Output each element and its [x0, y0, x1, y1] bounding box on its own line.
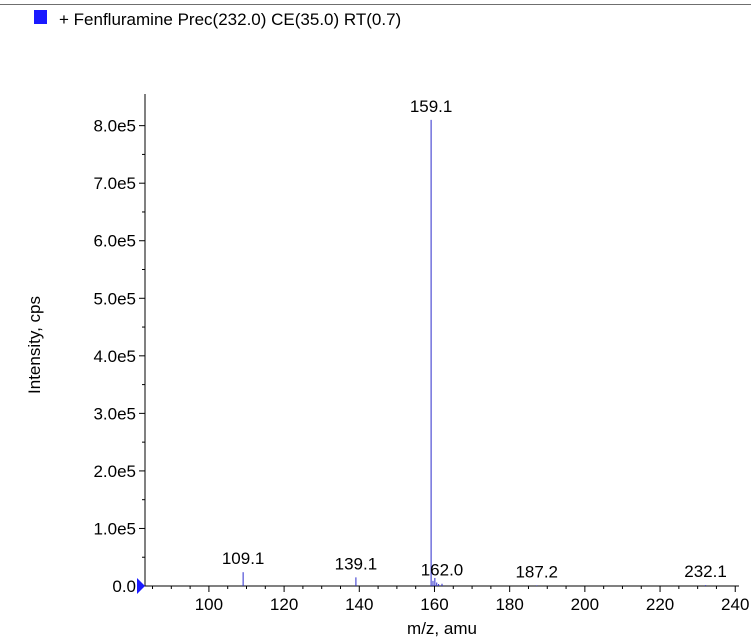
- y-tick-label: 8.0e5: [93, 117, 136, 136]
- x-tick-label: 140: [345, 595, 373, 614]
- y-tick-label: 2.0e5: [93, 462, 136, 481]
- y-tick-label: 1.0e5: [93, 519, 136, 538]
- top-divider: [0, 4, 751, 5]
- peak-label: 109.1: [222, 549, 265, 568]
- x-tick-label: 180: [495, 595, 523, 614]
- peak-label: 162.0: [421, 561, 464, 580]
- y-tick-label: 6.0e5: [93, 232, 136, 251]
- y-tick-label: 0.0: [112, 577, 136, 596]
- peaks: [242, 119, 707, 586]
- peak-labels: 109.1 139.1 159.1 162.0 187.2 232.1: [222, 97, 727, 581]
- peak-label: 139.1: [335, 554, 378, 573]
- peak-label: 232.1: [684, 562, 727, 581]
- x-tick-label: 200: [571, 595, 599, 614]
- y-tick-label: 5.0e5: [93, 289, 136, 308]
- x-tick-label: 120: [270, 595, 298, 614]
- legend-swatch: [34, 10, 47, 24]
- legend: + Fenfluramine Prec(232.0) CE(35.0) RT(0…: [34, 8, 401, 32]
- x-axis-title: m/z, amu: [407, 619, 477, 638]
- y-tick-label: 7.0e5: [93, 174, 136, 193]
- x-tick-label: 160: [420, 595, 448, 614]
- y-tick-label: 3.0e5: [93, 404, 136, 423]
- x-tick-label: 100: [195, 595, 223, 614]
- baseline-marker: [137, 578, 145, 594]
- x-tick-label: 220: [646, 595, 674, 614]
- peak-label: 187.2: [515, 562, 558, 581]
- peak-label: 159.1: [410, 97, 453, 116]
- axes: 0.0 1.0e5 2.0e5 3.0e5 4.0e5 5.0e5 6.0e5 7.0e5 8.…: [93, 94, 749, 614]
- x-tick-label: 240: [721, 595, 749, 614]
- y-axis-title: Intensity, cps: [25, 296, 44, 394]
- y-tick-label: 4.0e5: [93, 347, 136, 366]
- legend-label: + Fenfluramine Prec(232.0) CE(35.0) RT(0…: [59, 10, 402, 29]
